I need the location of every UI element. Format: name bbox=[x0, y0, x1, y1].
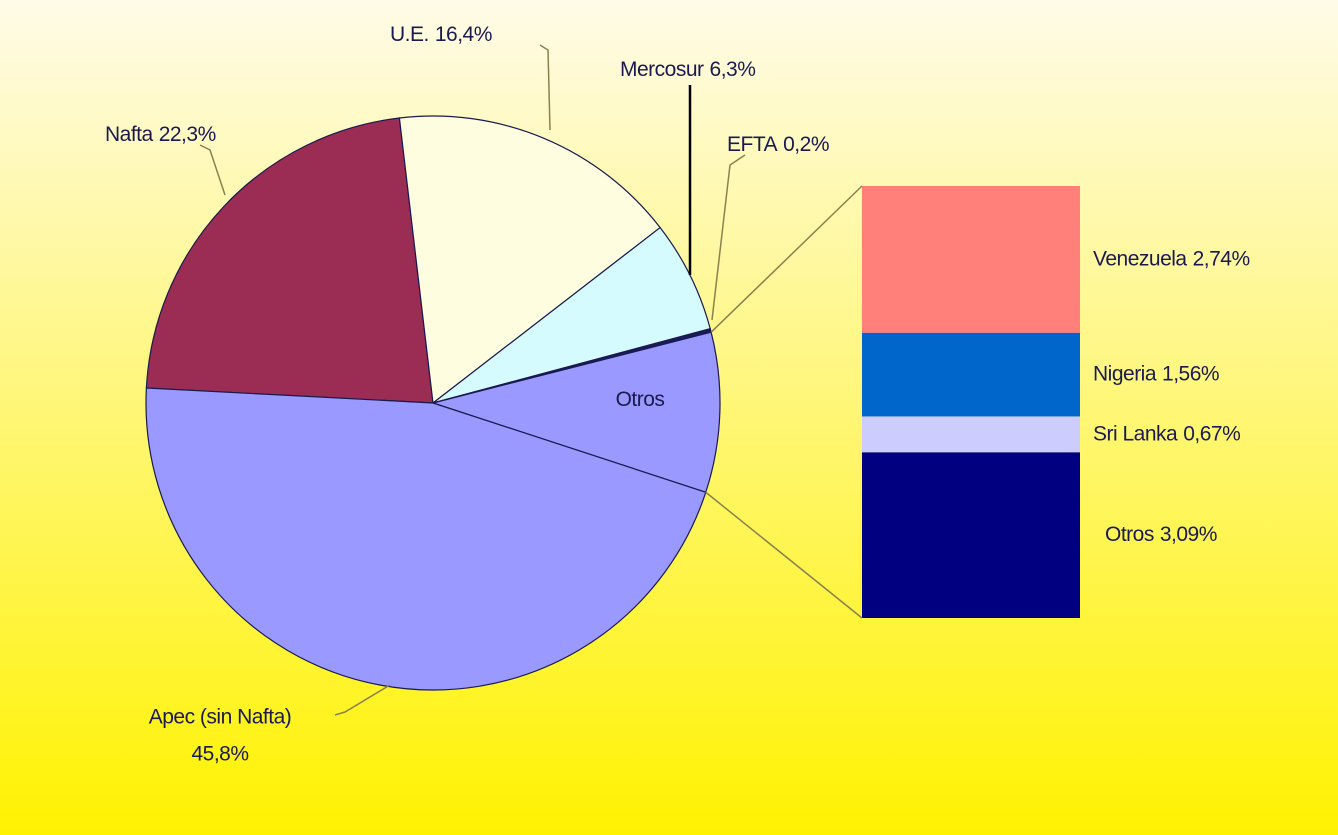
bar-segment bbox=[862, 416, 1080, 453]
connector bbox=[710, 185, 863, 333]
slice-value-label: 22,3% bbox=[159, 123, 216, 146]
pie-slice bbox=[145, 117, 434, 404]
bar-label: Venezuela 2,74% bbox=[1093, 247, 1250, 270]
slice-value-label: 16,4% bbox=[435, 23, 492, 46]
slice-label: EFTA 0,2% bbox=[727, 133, 829, 156]
leader-line bbox=[199, 144, 226, 196]
slice-name: EFTA bbox=[727, 133, 778, 156]
bar-label: Otros 3,09% bbox=[1105, 523, 1217, 546]
slice-name: U.E. bbox=[390, 23, 429, 46]
pie-slice bbox=[432, 226, 711, 404]
leader-line bbox=[334, 684, 391, 716]
leaders bbox=[199, 44, 746, 716]
pie-slice bbox=[430, 331, 721, 494]
slice-name: Nafta bbox=[105, 123, 154, 146]
bar-value-label: 3,09% bbox=[1160, 523, 1217, 546]
slice-name: Mercosur bbox=[620, 58, 704, 81]
leader-line bbox=[539, 44, 551, 131]
slice-label: U.E. 16,4% bbox=[390, 23, 492, 46]
slice-label: Nafta 22,3% bbox=[105, 123, 216, 146]
slice-label: Apec (sin Nafta) bbox=[149, 706, 292, 729]
slice-value-label: 45,8% bbox=[191, 743, 248, 766]
bar-segment bbox=[862, 452, 1080, 618]
bar-name: Nigeria bbox=[1093, 362, 1157, 385]
pie-slice bbox=[145, 387, 707, 691]
bar-name: Otros bbox=[1105, 523, 1154, 546]
bar-value-label: 0,67% bbox=[1183, 422, 1240, 445]
pie-slice bbox=[398, 115, 661, 405]
slice-label: Otros bbox=[616, 388, 665, 411]
slice-label: Mercosur 6,3% bbox=[620, 58, 755, 81]
bar-segment bbox=[862, 332, 1080, 417]
bar-value-label: 1,56% bbox=[1162, 362, 1219, 385]
bar-name: Sri Lanka bbox=[1093, 422, 1178, 445]
slice-value-label: 6,3% bbox=[710, 58, 756, 81]
bar-name: Venezuela bbox=[1093, 247, 1187, 270]
bar-label: Sri Lanka 0,67% bbox=[1093, 422, 1240, 445]
bar-label: Nigeria 1,56% bbox=[1093, 362, 1219, 385]
bar-value-label: 2,74% bbox=[1193, 247, 1250, 270]
connector bbox=[705, 491, 863, 619]
slice-name: Otros bbox=[616, 388, 665, 411]
bar-segment bbox=[862, 186, 1080, 333]
slice-value-label: 0,2% bbox=[783, 133, 829, 156]
leader-line bbox=[711, 154, 746, 321]
